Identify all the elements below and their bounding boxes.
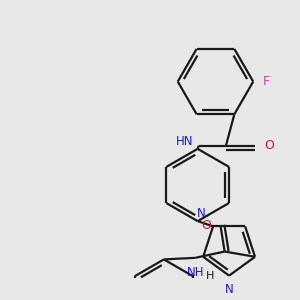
Text: O: O [265,139,275,152]
Text: N: N [225,283,233,296]
Text: F: F [262,75,270,88]
Text: H: H [206,272,214,281]
Text: NH: NH [187,266,204,279]
Text: HN: HN [176,135,194,148]
Text: N: N [197,207,206,220]
Text: O: O [201,219,211,232]
